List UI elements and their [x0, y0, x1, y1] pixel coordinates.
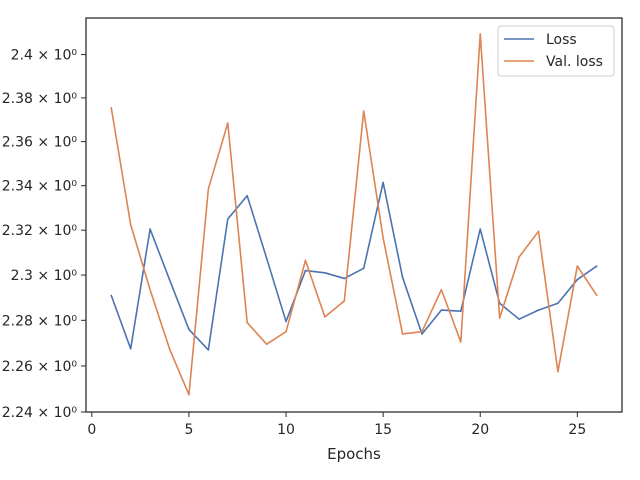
- legend-label-0: Loss: [546, 32, 577, 48]
- series-layer: [110, 33, 598, 396]
- data-point-s0-16: [421, 333, 423, 335]
- data-point-s1-19: [479, 33, 482, 35]
- data-point-s0-5: [207, 349, 210, 351]
- data-point-s1-15: [401, 333, 404, 335]
- data-point-s0-11: [324, 272, 326, 274]
- x-tick-label: 20: [471, 422, 489, 438]
- data-point-s1-16: [421, 330, 423, 333]
- data-point-s0-15: [401, 276, 404, 279]
- data-point-s1-1: [129, 223, 132, 226]
- data-point-s0-1: [129, 347, 132, 350]
- data-point-s1-14: [382, 237, 384, 239]
- data-point-s0-10: [304, 269, 307, 272]
- x-tick-label: 15: [374, 422, 392, 438]
- y-tick-label: 2.34 × 10⁰: [2, 179, 78, 195]
- plot-frame: [85, 17, 623, 413]
- data-point-s1-4: [188, 393, 190, 396]
- data-point-s1-7: [246, 321, 248, 324]
- x-axis: 0 5 10 15 20 25: [87, 412, 586, 438]
- y-tick-label: 2.28 × 10⁰: [2, 313, 78, 329]
- data-point-s1-6: [226, 122, 229, 124]
- series-line-1: [110, 33, 598, 396]
- data-point-s1-17: [440, 288, 443, 291]
- data-point-s0-4: [188, 328, 190, 331]
- legend-label-1: Val. loss: [546, 54, 603, 70]
- data-point-s1-22: [537, 230, 540, 233]
- data-point-s0-13: [362, 267, 365, 270]
- x-tick-label: 0: [87, 422, 96, 438]
- data-point-s0-7: [246, 194, 248, 197]
- legend: Loss Val. loss: [497, 25, 615, 77]
- data-point-s1-13: [362, 110, 365, 112]
- data-point-s0-21: [518, 318, 520, 320]
- data-point-s0-3: [168, 278, 171, 281]
- data-point-s1-0: [110, 106, 113, 109]
- x-tick-label: 5: [184, 422, 193, 438]
- data-point-s1-21: [518, 256, 520, 258]
- data-point-s1-11: [324, 316, 326, 318]
- y-tick-label: 2.26 × 10⁰: [2, 359, 78, 375]
- data-point-s1-12: [343, 300, 346, 302]
- data-point-s0-25: [595, 265, 598, 267]
- data-point-s0-14: [382, 181, 384, 184]
- y-tick-label: 2.38 × 10⁰: [2, 91, 78, 107]
- data-point-s1-5: [207, 188, 210, 190]
- x-axis-title: Epochs: [327, 445, 381, 463]
- data-point-s1-20: [498, 317, 501, 319]
- data-point-s1-9: [285, 330, 287, 333]
- data-point-s1-10: [304, 259, 307, 262]
- data-point-s1-18: [460, 341, 462, 343]
- y-tick-label: 2.24 × 10⁰: [2, 405, 78, 421]
- data-point-s1-2: [149, 288, 151, 291]
- y-tick-label: 2.32 × 10⁰: [2, 223, 78, 239]
- data-point-s0-8: [265, 257, 268, 259]
- data-point-s0-24: [576, 278, 579, 281]
- data-point-s0-6: [226, 218, 229, 220]
- data-point-s1-23: [557, 370, 559, 373]
- data-point-s0-23: [557, 302, 559, 305]
- y-tick-label: 2.4 × 10⁰: [11, 48, 78, 64]
- data-point-s0-9: [285, 320, 287, 323]
- data-point-s0-22: [537, 309, 540, 311]
- y-tick-label: 2.3 × 10⁰: [11, 268, 78, 284]
- data-point-s0-18: [460, 310, 462, 313]
- data-point-s1-3: [168, 347, 171, 350]
- data-point-s0-19: [479, 228, 482, 230]
- x-tick-label: 25: [568, 422, 586, 438]
- data-point-s1-25: [595, 294, 598, 297]
- data-point-s1-8: [265, 343, 268, 346]
- y-tick-label: 2.36 × 10⁰: [2, 135, 78, 151]
- x-tick-label: 10: [277, 422, 295, 438]
- data-point-s0-12: [343, 277, 346, 280]
- y-axis: 2.24 × 10⁰ 2.26 × 10⁰ 2.28 × 10⁰ 2.3 × 10⁰ 2…: [2, 48, 86, 421]
- data-point-s0-17: [440, 309, 443, 311]
- series-line-0: [110, 181, 598, 351]
- data-point-s1-24: [576, 265, 579, 267]
- data-point-s0-2: [149, 228, 151, 230]
- data-point-s0-0: [110, 294, 113, 297]
